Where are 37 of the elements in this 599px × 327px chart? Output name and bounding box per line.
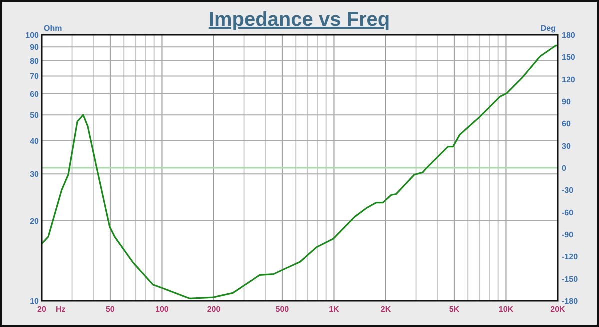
y-tick-label: 60 [30,90,40,100]
y2-tick-label: 60 [562,120,572,129]
x-tick-label: 20K [550,305,566,314]
y-tick-label: 70 [30,72,40,82]
y2-axis-title: Deg [540,24,556,33]
chart-title: Impedance vs Freq [208,9,390,31]
x-tick-label: 1K [329,305,340,314]
x-tick-label: 100 [156,305,170,314]
x-tick-label: 200 [207,305,222,314]
y-tick-label: 10 [30,297,40,306]
y-tick-label: 90 [30,43,40,52]
x-tick-label: 20 [38,305,47,314]
x-tick-label: 5K [449,305,460,314]
y-tick-label: 100 [26,31,40,40]
y2-tick-label: -150 [562,274,579,284]
x-tick-label: 10K [498,305,514,314]
y2-tick-label: 90 [562,98,572,106]
x-axis-title: Hz [56,305,66,314]
y-tick-label: 80 [30,56,40,66]
y2-tick-label: -120 [562,252,579,262]
y2-tick-label: 120 [562,75,576,84]
y2-tick-label: 150 [562,53,576,62]
y2-tick-label: -60 [562,208,574,218]
y2-tick-label: 30 [562,142,572,151]
y2-tick-label: -90 [562,230,574,240]
y2-tick-label: -180 [562,297,579,306]
y-tick-label: 20 [30,216,40,226]
y2-tick-label: 180 [562,31,576,40]
y-tick-label: 50 [30,111,40,120]
x-tick-label: 500 [276,305,290,314]
x-tick-label: 50 [106,305,116,314]
x-tick-label: 2K [380,305,392,314]
y2-tick-label: 0 [562,164,567,173]
y-axis-title: Ohm [44,24,62,33]
y-tick-label: 40 [30,136,40,146]
y2-tick-label: -30 [562,186,574,196]
y-tick-label: 30 [30,170,40,180]
